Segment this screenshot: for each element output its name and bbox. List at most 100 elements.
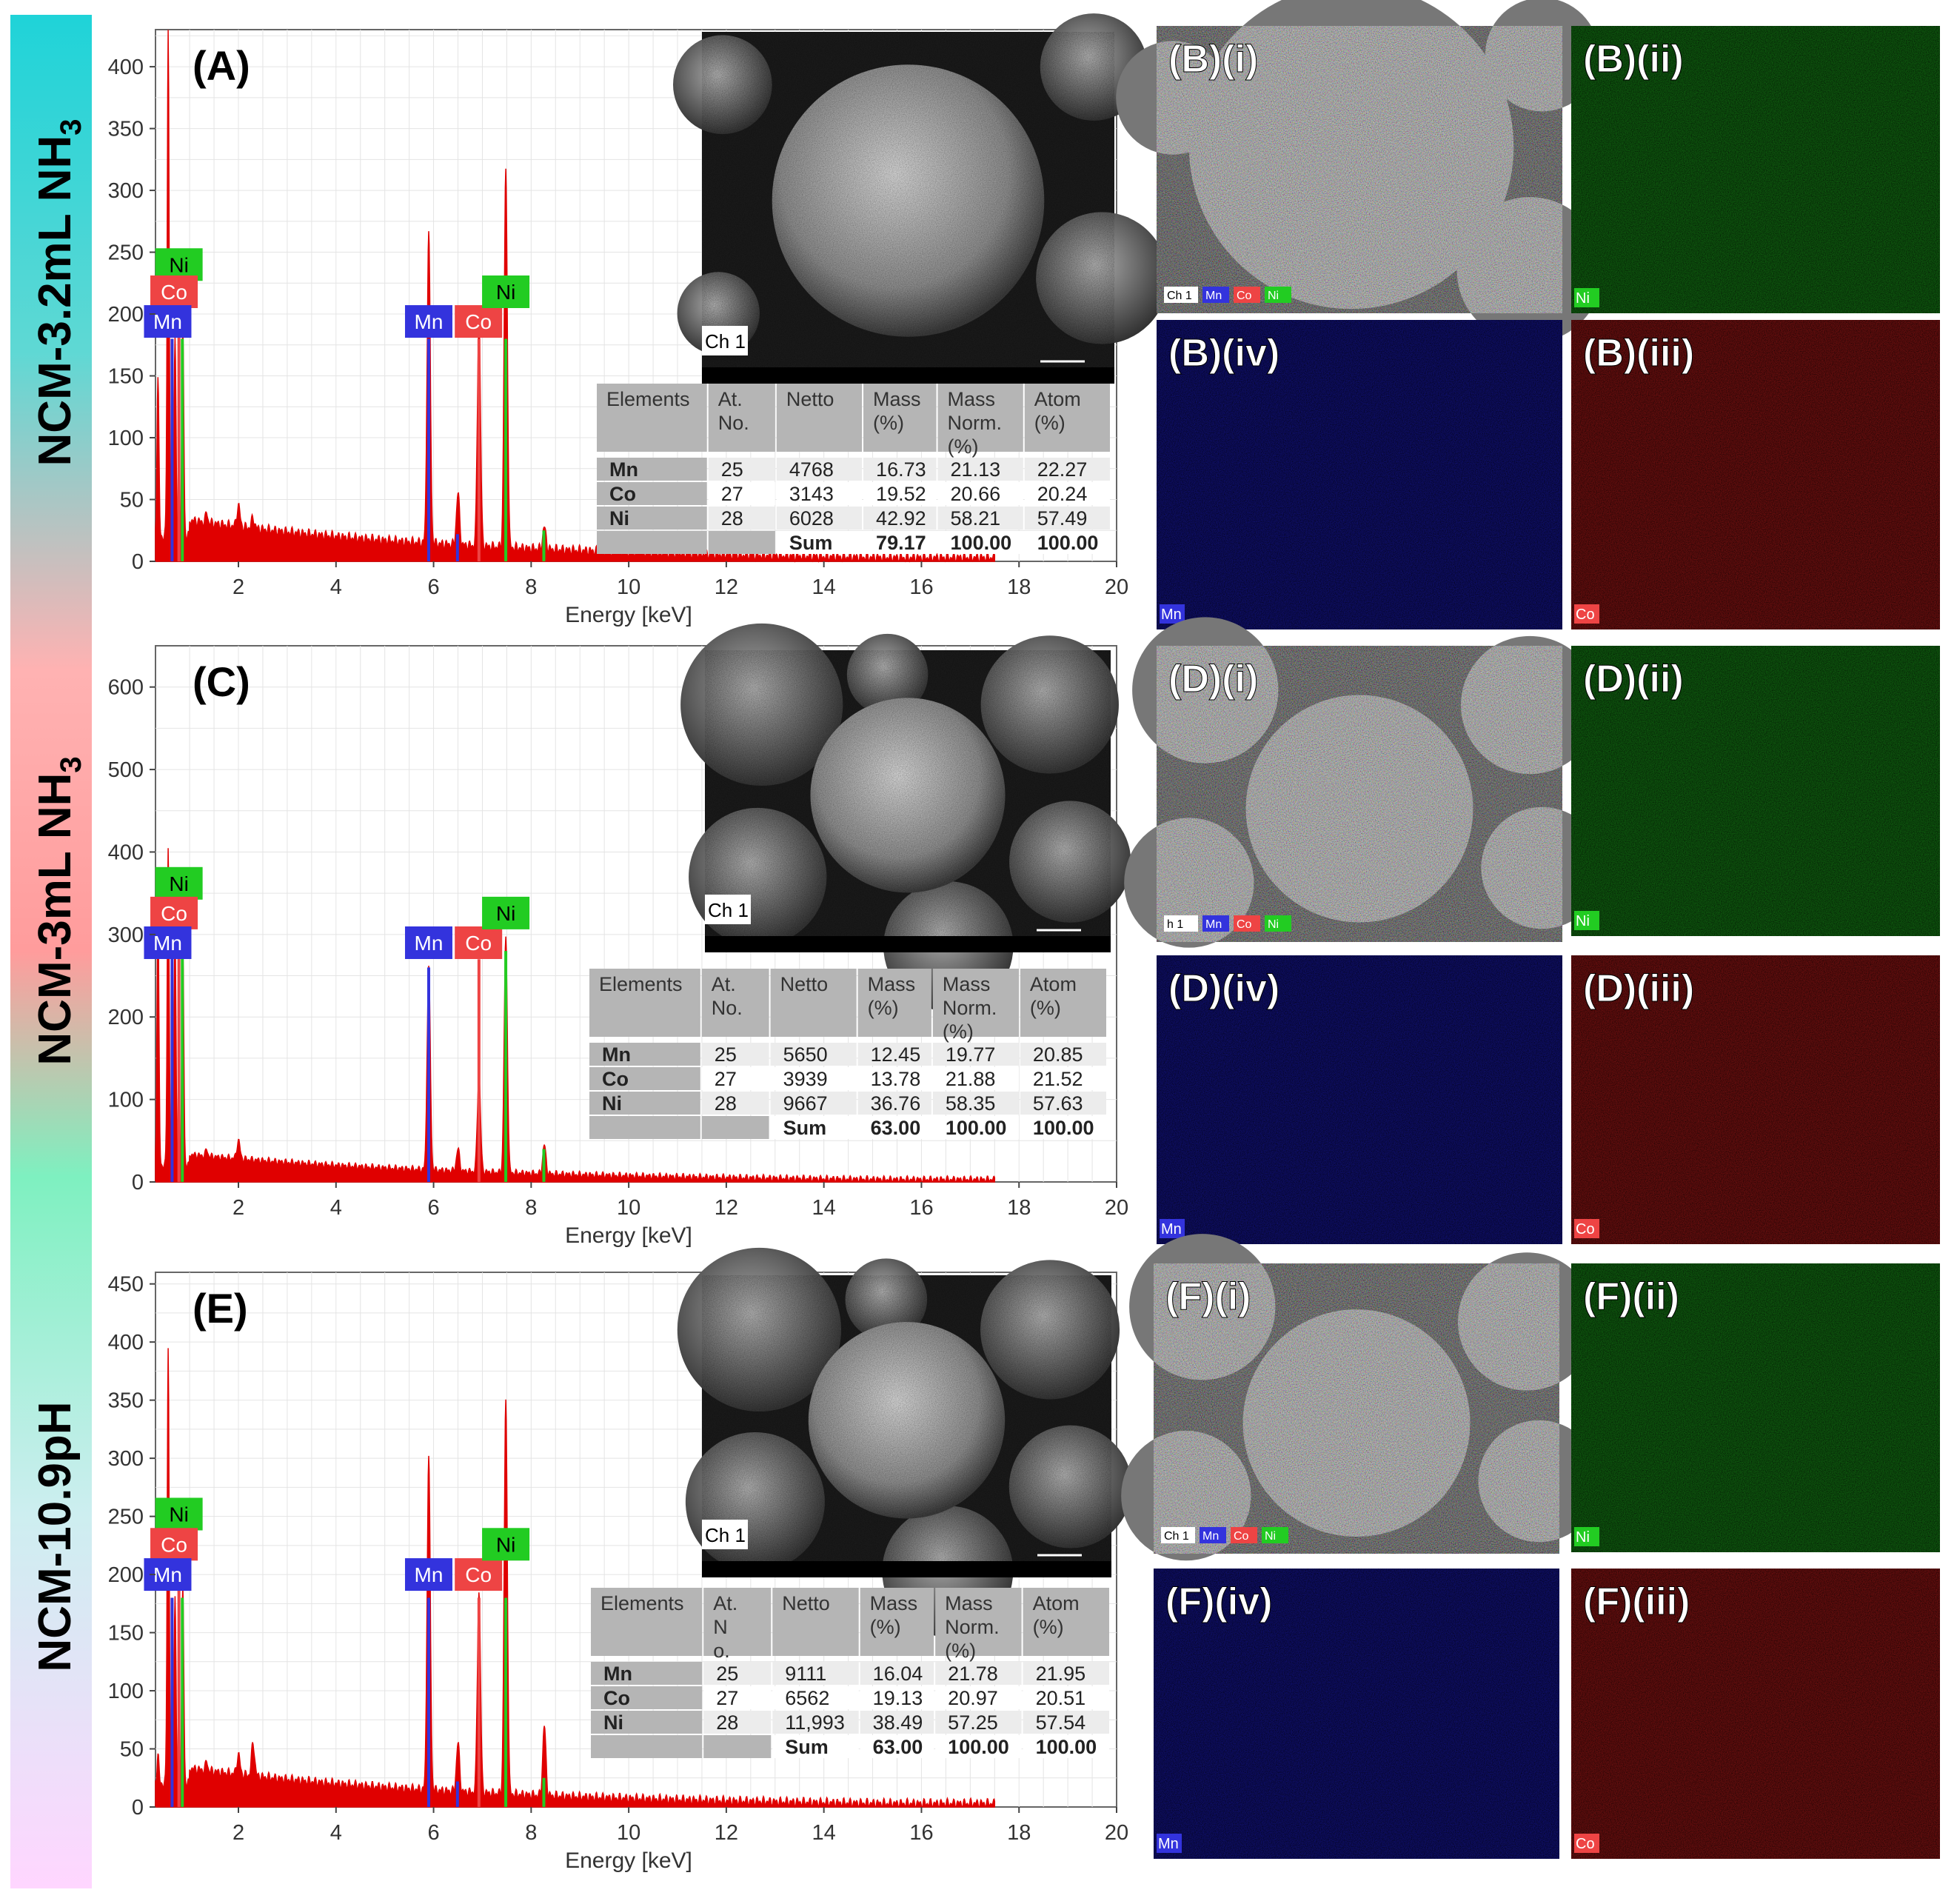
- table-header-text: Elements: [606, 388, 690, 410]
- table-header-text: Netto: [786, 388, 834, 410]
- table-cell-text: Co: [603, 1687, 630, 1709]
- y-tick-label: 300: [108, 923, 144, 947]
- table-header-text: Elements: [599, 973, 683, 995]
- table-cell-text: 20.24: [1037, 483, 1088, 505]
- map-legend-chip: [1262, 1527, 1288, 1543]
- x-tick-label: 6: [427, 1821, 439, 1845]
- table-cell: [863, 482, 937, 505]
- map-rgb-noise: [1154, 1263, 1559, 1554]
- element-label-box: [482, 275, 530, 308]
- table-header-cell: [937, 384, 1023, 452]
- map-speckle: [1157, 320, 1562, 629]
- map-legend-chip: [1202, 287, 1229, 303]
- table-cell-text: 9667: [783, 1092, 828, 1115]
- table-cell: [863, 507, 937, 530]
- table-header-text: Netto: [780, 973, 829, 995]
- table-cell-text: 21.88: [946, 1068, 996, 1090]
- y-tick-label: 300: [108, 179, 144, 203]
- element-label-text: Ni: [169, 253, 188, 276]
- element-label-ni: Ni: [155, 248, 203, 281]
- table-sum-cell: [776, 531, 863, 554]
- table-sum-cell: [708, 531, 775, 554]
- map-speckle: [1154, 1569, 1559, 1859]
- table-cell: [857, 1043, 931, 1066]
- table-cell-text: 25: [716, 1663, 738, 1685]
- panel-label: (C): [193, 658, 250, 705]
- map-speckle: [1571, 955, 1940, 1244]
- table-cell-text: 20.51: [1036, 1687, 1086, 1709]
- y-tick-label: 0: [132, 1796, 144, 1820]
- eds-maps: Ch 1 Mn Co Ni (B)(i) Ni (B)(ii) Mn (B)(iv) Co (B)(…: [1116, 0, 1940, 1859]
- table-sum-text: 63.00: [871, 1117, 921, 1139]
- x-tick-label: 8: [525, 1196, 537, 1220]
- table-sum-text: 100.00: [946, 1117, 1007, 1139]
- table-cell-text: Mn: [603, 1663, 632, 1685]
- table-header-text: At.: [712, 973, 736, 995]
- table-header-text: (%): [868, 997, 899, 1019]
- map-legend-text: Co: [1234, 1530, 1249, 1543]
- element-label-co: Co: [150, 896, 198, 929]
- side-label-sub: 3: [55, 119, 87, 136]
- y-tick-label: 400: [108, 1331, 144, 1354]
- element-label-box: [144, 305, 192, 338]
- table-header-text: (%): [948, 435, 979, 458]
- x-tick-label: 10: [617, 575, 640, 599]
- table-cell: [935, 1686, 1022, 1709]
- table-cell-text: 12.45: [871, 1043, 921, 1066]
- table-cell-text: 58.21: [951, 507, 1001, 530]
- table-header-text: Mass: [945, 1592, 993, 1614]
- table-header-text: N: [713, 1616, 728, 1638]
- table-header-text: Atom: [1033, 1592, 1080, 1614]
- table-header-text: No.: [712, 997, 743, 1019]
- table-cell: [1023, 1686, 1109, 1709]
- y-tick-label: 450: [108, 1273, 144, 1297]
- table-cell-text: 6562: [785, 1687, 829, 1709]
- x-tick-label: 20: [1105, 1821, 1128, 1845]
- map-element-text: Ni: [1576, 290, 1590, 307]
- table-sum-cell: [589, 1116, 700, 1139]
- table-sum-cell: [1023, 1735, 1109, 1758]
- y-tick-label: 0: [132, 1171, 144, 1195]
- composition-table: Elements At.No.Netto Mass(%)MassNorm.(%)At…: [591, 1588, 1109, 1758]
- y-tick-label: 250: [108, 241, 144, 265]
- table-sum-text: Sum: [785, 1736, 829, 1758]
- y-tick-label: 50: [120, 489, 144, 512]
- element-label-text: Mn: [153, 310, 182, 333]
- map-legend-text: Co: [1237, 290, 1252, 302]
- table-header-text: Atom: [1030, 973, 1077, 995]
- y-tick-label: 150: [108, 1622, 144, 1646]
- table-cell: [597, 482, 707, 505]
- map-element-chip: [1157, 1834, 1182, 1853]
- table-cell-text: 57.49: [1037, 507, 1088, 530]
- map-legend-chip: [1202, 915, 1229, 932]
- element-label-text: Ni: [169, 1503, 188, 1526]
- map-speckle: [1157, 955, 1562, 1244]
- map-panel-label: (D)(ii): [1583, 658, 1684, 701]
- x-tick-label: 4: [330, 575, 342, 599]
- table-cell-text: 25: [715, 1043, 737, 1066]
- element-map-mix: Ch 1 Mn Co Ni (B)(i): [1116, 0, 1603, 344]
- map-element-chip: [1574, 604, 1599, 624]
- element-label-co: Co: [150, 1528, 198, 1561]
- sem-image-inset: Ch 1: [673, 13, 1168, 384]
- table-cell: [1020, 1067, 1106, 1090]
- table-header-cell: [1023, 1588, 1109, 1656]
- table-cell: [776, 507, 863, 530]
- table-cell-text: 16.73: [876, 458, 926, 481]
- x-axis-label: Energy [keV]: [565, 1223, 692, 1248]
- map-element-chip: [1574, 288, 1599, 307]
- map-element-text: Ni: [1576, 1529, 1590, 1546]
- table-sum-text: Sum: [789, 532, 833, 554]
- element-map-mn: Mn (D)(iv): [1157, 955, 1562, 1244]
- table-cell-text: 22.27: [1037, 458, 1088, 481]
- table-cell-text: 19.13: [873, 1687, 923, 1709]
- table-cell: [701, 1043, 769, 1066]
- table-header-cell: [589, 969, 700, 1037]
- element-label-text: Co: [465, 310, 492, 333]
- table-sum-cell: [932, 1116, 1019, 1139]
- table-sum-cell: [1020, 1116, 1106, 1139]
- map-legend-text: Ch 1: [1167, 290, 1192, 302]
- x-tick-label: 6: [427, 575, 439, 599]
- x-tick-label: 2: [233, 1821, 244, 1845]
